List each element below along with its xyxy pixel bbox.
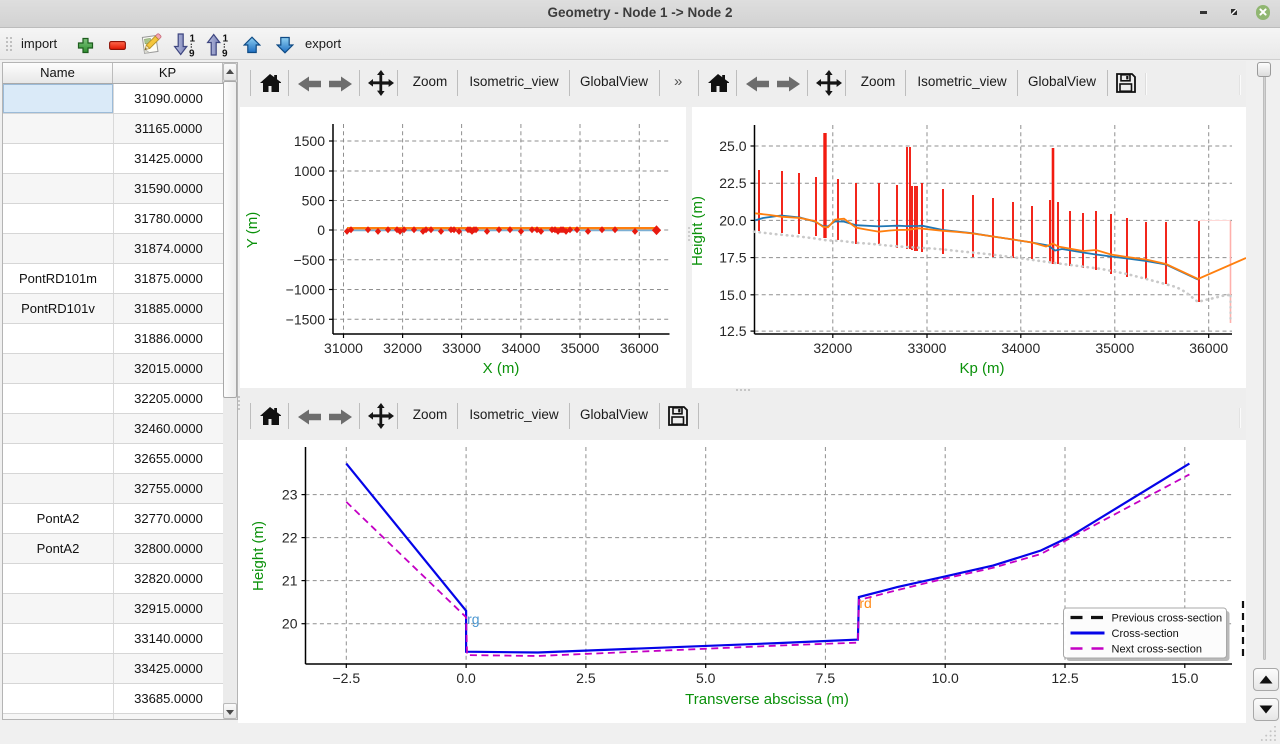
svg-text:20.0: 20.0 — [719, 212, 746, 228]
svg-text:X (m): X (m) — [483, 360, 520, 377]
svg-text:15.0: 15.0 — [1171, 670, 1198, 686]
svg-text:23: 23 — [282, 487, 298, 503]
svg-text:32000: 32000 — [813, 340, 852, 356]
svg-text:500: 500 — [302, 193, 326, 209]
svg-text:−1500: −1500 — [286, 311, 326, 327]
svg-text:35000: 35000 — [561, 340, 600, 356]
svg-text:Previous cross-section: Previous cross-section — [1112, 612, 1223, 624]
svg-text:12.5: 12.5 — [719, 323, 746, 339]
svg-text:9: 9 — [222, 49, 228, 58]
svg-text:Transverse abscissa (m): Transverse abscissa (m) — [685, 691, 849, 708]
svg-text:Next cross-section: Next cross-section — [1112, 643, 1202, 655]
svg-text:10.0: 10.0 — [932, 670, 959, 686]
svg-text:20: 20 — [282, 616, 298, 632]
svg-text:0.0: 0.0 — [456, 670, 476, 686]
svg-text:1: 1 — [223, 34, 229, 45]
svg-text:33000: 33000 — [908, 340, 947, 356]
svg-text:rd: rd — [859, 595, 871, 611]
svg-text:Cross-section: Cross-section — [1112, 628, 1179, 640]
svg-text:34000: 34000 — [1001, 340, 1040, 356]
svg-text:17.5: 17.5 — [719, 250, 746, 266]
svg-text:Y (m): Y (m) — [244, 212, 261, 248]
svg-text:22.5: 22.5 — [719, 175, 746, 191]
svg-text:22: 22 — [282, 530, 298, 546]
svg-text:31000: 31000 — [324, 340, 363, 356]
svg-text:−500: −500 — [293, 252, 325, 268]
svg-text:21: 21 — [282, 573, 298, 589]
svg-text:0: 0 — [317, 222, 325, 238]
svg-text:1000: 1000 — [294, 163, 325, 179]
svg-text:9: 9 — [189, 49, 195, 58]
svg-text:12.5: 12.5 — [1051, 670, 1078, 686]
svg-text:33000: 33000 — [442, 340, 481, 356]
svg-text:2.5: 2.5 — [576, 670, 596, 686]
svg-text:36000: 36000 — [620, 340, 659, 356]
svg-text:36000: 36000 — [1189, 340, 1228, 356]
svg-text:7.5: 7.5 — [816, 670, 836, 686]
svg-text:5.0: 5.0 — [696, 670, 716, 686]
svg-text:−2.5: −2.5 — [332, 670, 360, 686]
svg-text:32000: 32000 — [383, 340, 422, 356]
svg-text:15.0: 15.0 — [719, 287, 746, 303]
svg-text:−1000: −1000 — [286, 282, 326, 298]
svg-text:Height (m): Height (m) — [692, 196, 706, 266]
svg-text:34000: 34000 — [501, 340, 540, 356]
svg-text:Height (m): Height (m) — [250, 521, 267, 591]
svg-text:Kp (m): Kp (m) — [960, 360, 1005, 377]
svg-text:25.0: 25.0 — [719, 138, 746, 154]
svg-text:1500: 1500 — [294, 133, 325, 149]
svg-text:rg: rg — [467, 611, 479, 627]
svg-text:35000: 35000 — [1095, 340, 1134, 356]
svg-text:1: 1 — [190, 34, 196, 45]
